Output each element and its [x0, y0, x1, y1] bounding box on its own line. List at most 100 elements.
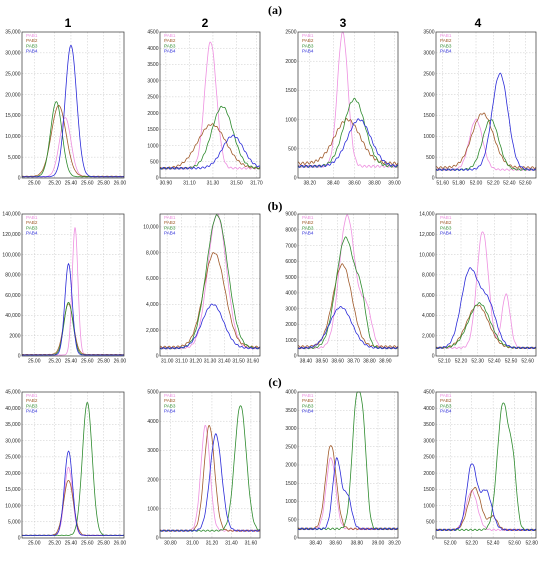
y-tick-label: 3500: [423, 422, 434, 428]
y-tick-label: 1500: [285, 88, 296, 94]
x-tick-label: 38.40: [327, 181, 340, 187]
plot-frame: [21, 213, 125, 357]
legend-entry-pab4: PAB4: [164, 409, 176, 414]
legend-entry-pab2: PAB2: [164, 38, 176, 43]
series-line-pab3: [297, 236, 399, 350]
x-tick-label: 31.40: [218, 359, 231, 365]
column-header-3: 3: [340, 16, 347, 30]
y-tick-label: 0: [294, 176, 297, 182]
legend-entry-pab4: PAB4: [164, 231, 176, 236]
y-tick-label: 1000: [147, 507, 158, 513]
legend-entry-pab2: PAB2: [26, 398, 38, 403]
legend-entry-pab2: PAB2: [164, 398, 176, 403]
legend-entry-pab3: PAB3: [440, 225, 452, 230]
legend-entry-pab2: PAB2: [440, 220, 452, 225]
y-tick-label: 0: [294, 536, 297, 542]
y-tick-label: 45,000: [5, 390, 21, 396]
x-tick-label: 31.20: [206, 541, 219, 547]
y-tick-label: 0: [432, 536, 435, 542]
legend-entry-pab1: PAB1: [302, 393, 314, 398]
series-line-pab4: [435, 463, 537, 532]
y-tick-label: 2000: [285, 463, 296, 469]
series-line-pab1: [435, 231, 537, 350]
y-tick-label: 2000: [285, 322, 296, 328]
x-tick-label: 25.00: [28, 541, 41, 547]
x-tick-label: 25.20: [48, 541, 61, 547]
series-line-pab4: [435, 72, 537, 171]
legend-entry-pab1: PAB1: [440, 33, 452, 38]
y-tick-label: 80,000: [5, 273, 21, 279]
series-line-pab4: [159, 433, 261, 532]
y-tick-label: 14,000: [419, 212, 435, 218]
y-tick-label: 1500: [147, 127, 158, 133]
y-tick-label: 10,000: [5, 134, 21, 140]
legend-entry-pab2: PAB2: [302, 398, 314, 403]
y-tick-label: 0: [18, 536, 21, 542]
x-tick-label: 31.10: [183, 181, 196, 187]
series-line-pab3: [159, 105, 261, 170]
x-tick-label: 25.80: [97, 181, 110, 187]
y-tick-label: 1500: [285, 481, 296, 487]
y-tick-label: 2,000: [422, 333, 435, 339]
plot-frame: [159, 391, 261, 539]
x-tick-label: 31.50: [230, 181, 243, 187]
x-tick-label: 25.20: [48, 359, 61, 365]
x-tick-label: 52.30: [471, 359, 484, 365]
series-line-pab4: [297, 457, 399, 531]
y-tick-label: 8,000: [422, 273, 435, 279]
y-tick-label: 30,000: [5, 438, 21, 444]
x-tick-label: 25.20: [48, 181, 61, 187]
y-tick-label: 40,000: [5, 313, 21, 319]
y-tick-label: 500: [426, 519, 435, 525]
legend-entry-pab4: PAB4: [164, 49, 176, 54]
y-tick-label: 60,000: [5, 293, 21, 299]
legend-entry-pab3: PAB3: [164, 43, 176, 48]
x-tick-label: 31.00: [161, 359, 174, 365]
y-tick-label: 25,000: [5, 71, 21, 77]
y-tick-label: 3500: [285, 408, 296, 414]
y-tick-label: 6,000: [422, 293, 435, 299]
series-line-pab1: [435, 118, 537, 171]
x-tick-label: 52.40: [487, 541, 500, 547]
x-tick-label: 52.00: [470, 181, 483, 187]
series-line-pab3: [435, 302, 537, 350]
series-line-pab4: [159, 134, 261, 170]
column-header-1: 1: [65, 16, 72, 30]
y-tick-label: 15,000: [5, 113, 21, 119]
x-tick-label: 52.40: [503, 181, 516, 187]
series-line-pab2: [297, 263, 399, 348]
legend-entry-pab1: PAB1: [26, 33, 38, 38]
x-tick-label: 39.00: [372, 541, 385, 547]
series-line-pab1: [297, 214, 399, 350]
legend-entry-pab1: PAB1: [440, 215, 452, 220]
legend-entry-pab2: PAB2: [440, 398, 452, 403]
y-tick-label: 8000: [285, 227, 296, 233]
y-tick-label: 500: [288, 147, 297, 153]
x-tick-label: 26.00: [114, 541, 127, 547]
y-tick-label: 4,000: [146, 302, 159, 308]
chart-panel-b1: 0 2000 40,000 60,000 80,000 100,000 120,000 140…: [2, 212, 126, 365]
y-tick-label: 2000: [147, 111, 158, 117]
y-tick-label: 500: [150, 159, 159, 165]
row-label-b: (b): [268, 199, 283, 213]
y-tick-label: 3500: [147, 62, 158, 68]
y-tick-label: 10,000: [143, 225, 159, 231]
x-tick-label: 38.70: [347, 359, 360, 365]
series-line-pab1: [159, 41, 261, 170]
x-tick-label: 38.60: [329, 541, 342, 547]
y-tick-label: 12,000: [419, 232, 435, 238]
y-tick-label: 0: [156, 354, 159, 360]
plot-frame: [297, 391, 399, 539]
plot-frame: [159, 31, 261, 179]
chart-panel-a1: 0 5,000 10,000 15,000 20,000 25,000 30,000 35,0…: [5, 30, 126, 187]
series-line-pab3: [435, 119, 537, 171]
x-tick-label: 52.50: [505, 359, 518, 365]
legend-entry-pab3: PAB3: [302, 403, 314, 408]
plot-frame: [297, 213, 399, 357]
y-tick-label: 500: [426, 155, 435, 161]
x-tick-label: 52.10: [438, 359, 451, 365]
legend-entry-pab4: PAB4: [440, 231, 452, 236]
legend-entry-pab3: PAB3: [164, 225, 176, 230]
